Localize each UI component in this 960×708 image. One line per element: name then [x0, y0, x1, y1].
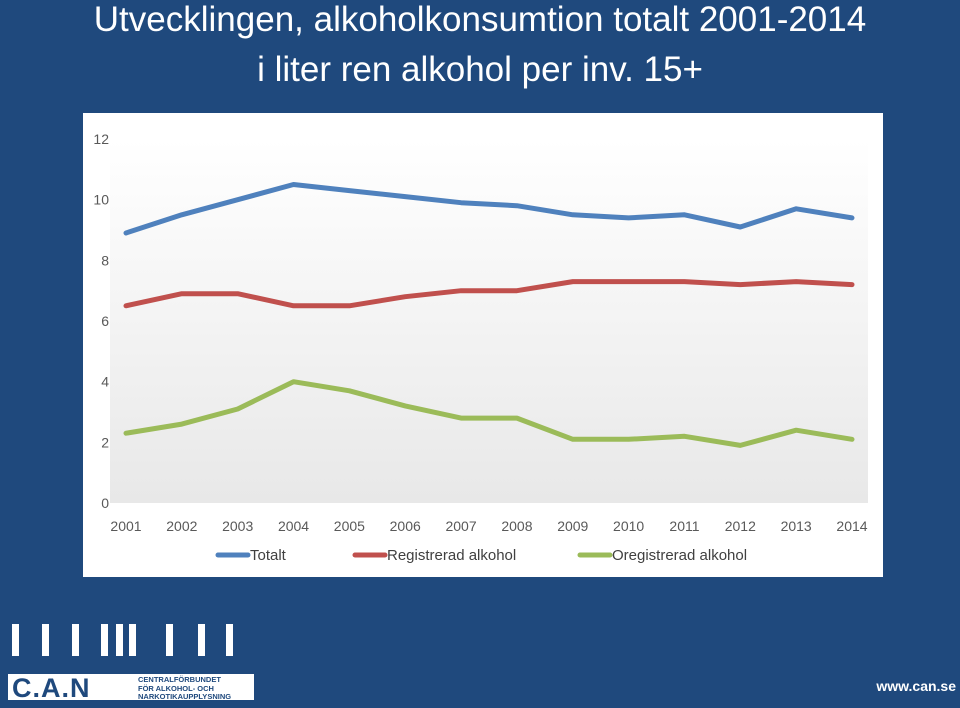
data-point [516, 417, 518, 419]
x-tick-label: 2013 [781, 518, 812, 534]
logo-subtitle-line: NARKOTIKAUPPLYSNING [138, 692, 232, 701]
logo-letters: C.A.N [12, 673, 91, 703]
data-point [628, 281, 630, 283]
data-point [628, 438, 630, 440]
x-tick-label: 2005 [334, 518, 365, 534]
x-tick-label: 2010 [613, 518, 644, 534]
logo-bar [101, 624, 108, 656]
data-point [237, 293, 239, 295]
series-line [123, 182, 855, 236]
y-tick-label: 8 [101, 252, 109, 268]
data-point [125, 305, 127, 307]
x-tick-label: 2014 [836, 518, 867, 534]
data-point [293, 305, 295, 307]
x-tick-label: 2008 [501, 518, 532, 534]
data-point [460, 417, 462, 419]
data-point [739, 226, 741, 228]
chart-subtitle: i liter ren alkohol per inv. 15+ [257, 50, 703, 89]
data-point [851, 284, 853, 286]
logo-subtitle: CENTRALFÖRBUNDET FÖR ALKOHOL- OCH NARKOT… [138, 675, 256, 702]
data-point [125, 432, 127, 434]
data-point [795, 208, 797, 210]
data-point [572, 214, 574, 216]
y-axis: 0 2 4 6 8 10 12 [93, 131, 109, 511]
series-line [123, 279, 855, 309]
logo-bar [226, 624, 233, 656]
chart-title: Utvecklingen, alkoholkonsumtion totalt 2… [93, 0, 867, 39]
series-lines [123, 182, 855, 448]
logo-bar [166, 624, 173, 656]
series-line [123, 379, 855, 448]
data-point [181, 423, 183, 425]
x-tick-label: 2006 [390, 518, 421, 534]
data-point [851, 438, 853, 440]
data-point [404, 296, 406, 298]
plot-area [110, 139, 868, 503]
x-axis: 2001 2002 2003 2004 2005 2006 2007 2008 2009 2010… [110, 518, 867, 534]
can-logo: C.A.N CENTRALFÖRBUNDET FÖR ALKOHOL- OCH … [6, 622, 258, 704]
data-point [237, 408, 239, 410]
data-point [739, 284, 741, 286]
data-point [125, 232, 127, 234]
data-point [181, 293, 183, 295]
y-tick-label: 4 [101, 374, 109, 390]
data-point [795, 281, 797, 283]
data-point [404, 196, 406, 198]
data-point [516, 205, 518, 207]
data-point [683, 435, 685, 437]
data-point [293, 184, 295, 185]
data-point [404, 405, 406, 407]
logo-bars [6, 622, 258, 658]
y-tick-label: 6 [101, 313, 109, 329]
chart-panel: 0 2 4 6 8 10 12 2001 2002 2003 2004 2005 2006 2007 20… [83, 113, 883, 577]
x-tick-label: 2004 [278, 518, 309, 534]
data-point [237, 199, 239, 201]
data-point [572, 438, 574, 440]
y-tick-label: 12 [93, 131, 109, 147]
data-point [293, 381, 295, 383]
logo-subtitle-line: FÖR ALKOHOL- OCH [138, 683, 214, 693]
x-tick-label: 2012 [725, 518, 756, 534]
logo-bar [12, 624, 19, 656]
logo-bar [72, 624, 79, 656]
x-tick-label: 2007 [445, 518, 476, 534]
x-tick-label: 2011 [669, 518, 699, 534]
logo-subtitle-line: CENTRALFÖRBUNDET [138, 675, 221, 684]
x-tick-label: 2002 [166, 518, 197, 534]
data-point [460, 290, 462, 292]
y-tick-label: 2 [101, 434, 109, 450]
y-tick-label: 10 [93, 192, 109, 208]
data-point [739, 444, 741, 446]
x-tick-label: 2003 [222, 518, 253, 534]
y-tick-label: 0 [101, 495, 109, 511]
plot-background [110, 139, 868, 503]
legend: Totalt Registrerad alkohol Oregistrerad al… [215, 547, 747, 564]
legend-label: Oregistrerad alkohol [612, 547, 747, 564]
data-point [628, 217, 630, 219]
legend-label: Totalt [250, 547, 287, 564]
data-point [851, 217, 853, 219]
data-point [348, 190, 350, 192]
data-point [683, 281, 685, 283]
x-tick-label: 2001 [110, 518, 141, 534]
logo-box: C.A.N CENTRALFÖRBUNDET FÖR ALKOHOL- OCH … [6, 672, 256, 703]
website-link[interactable]: www.can.se [876, 678, 956, 694]
data-point [181, 214, 183, 216]
data-point [460, 202, 462, 204]
data-point [795, 429, 797, 431]
logo-bar [42, 624, 49, 656]
data-point [348, 390, 350, 392]
logo-bar [198, 624, 205, 656]
data-point [683, 214, 685, 216]
data-point [572, 281, 574, 283]
data-point [516, 290, 518, 292]
legend-label: Registrerad alkohol [387, 547, 516, 564]
data-point [348, 305, 350, 307]
logo-bar [116, 624, 123, 656]
x-tick-label: 2009 [557, 518, 588, 534]
logo-bar [129, 624, 136, 656]
